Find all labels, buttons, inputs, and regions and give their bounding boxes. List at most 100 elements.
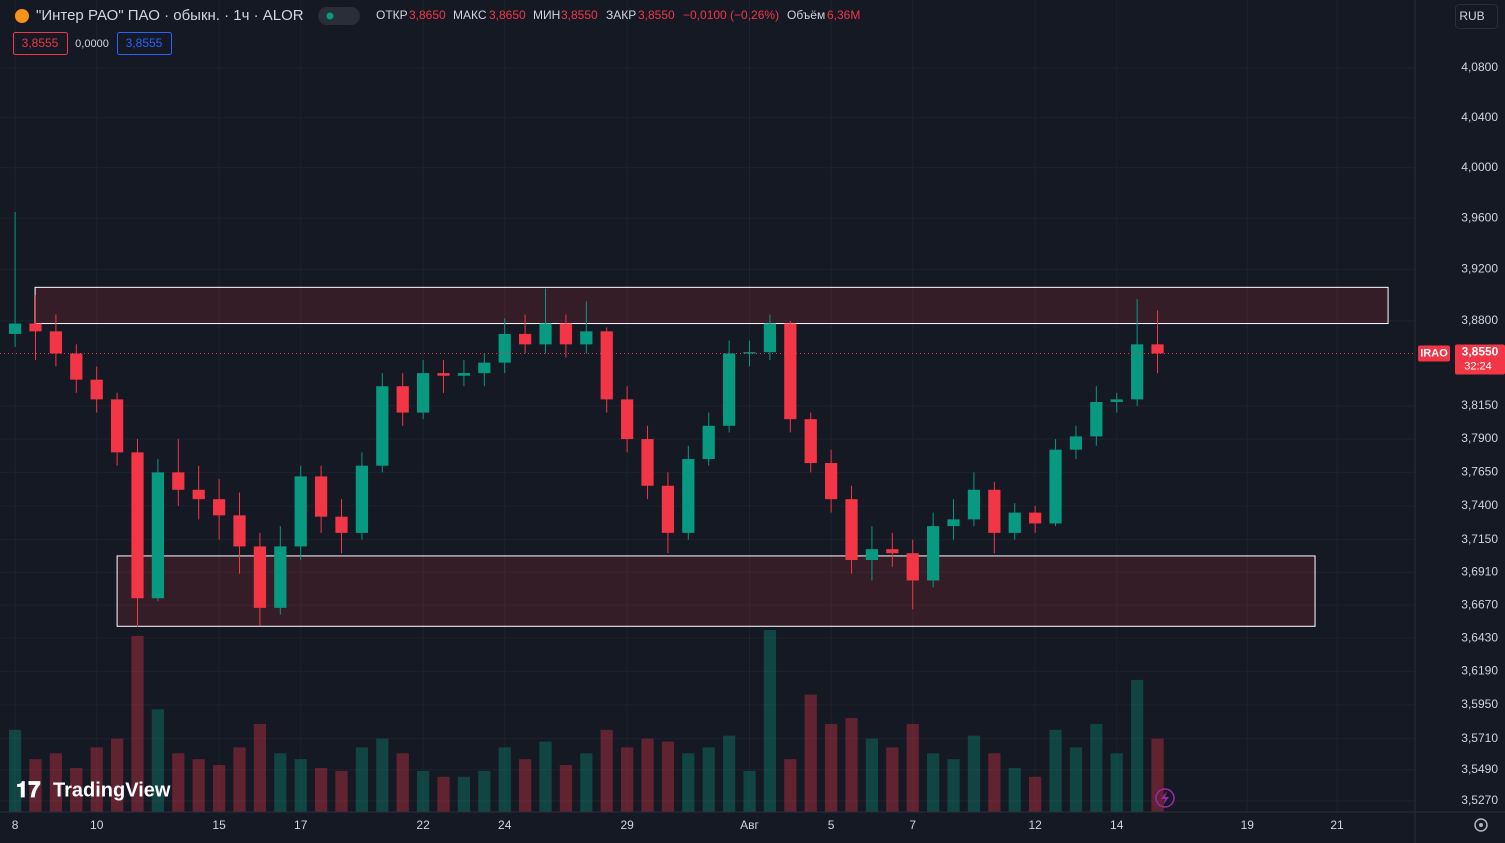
candle-body (1069, 436, 1083, 450)
candle-body (825, 463, 838, 500)
candle-body (927, 526, 940, 581)
x-tick-label: 22 (416, 818, 430, 832)
volume-bar (1029, 776, 1042, 812)
indicator-value: 0,0000 (75, 38, 109, 50)
volume-bar (988, 753, 1001, 812)
volume-bar (1131, 679, 1144, 812)
candle-body (723, 353, 736, 426)
settings-icon[interactable] (1474, 818, 1488, 832)
candle-body (8, 323, 22, 334)
volume-bar (90, 747, 103, 812)
candle-body (845, 499, 858, 561)
candle-body (437, 373, 450, 376)
y-tick-label: 3,5710 (1461, 731, 1498, 745)
low-value: 3,8550 (561, 8, 598, 22)
candle-body (416, 373, 430, 413)
candle-body (1049, 449, 1062, 524)
zones-layer (34, 286, 1389, 627)
volume-bar (947, 759, 960, 812)
candle-body (457, 373, 471, 376)
volume-bar (967, 735, 981, 812)
volume-bar (641, 738, 654, 812)
ticker-badge (1418, 345, 1450, 362)
candle-body (49, 331, 63, 354)
volume-bar (29, 759, 42, 812)
volume-bar (825, 723, 838, 812)
candle-body (804, 419, 817, 464)
volume-bar (1110, 753, 1123, 812)
volume-bar (131, 635, 144, 812)
candle-body (376, 386, 389, 466)
candle-body (355, 465, 369, 533)
volume-bar (865, 738, 879, 812)
y-tick-label: 3,6910 (1461, 564, 1498, 578)
volume-bar (886, 747, 899, 812)
volume-bar (845, 718, 858, 812)
candle-body (661, 485, 675, 533)
volume-bar (661, 741, 675, 812)
candle-body (1029, 512, 1042, 524)
candle-body (478, 362, 491, 374)
settings-gear[interactable] (1474, 818, 1488, 832)
y-tick-label: 4,0000 (1461, 160, 1498, 174)
status-toggle[interactable] (318, 7, 360, 25)
volume-bar (49, 753, 63, 812)
volume-bar (539, 741, 552, 812)
volume-value: 6,36M (827, 8, 860, 22)
candle-body (70, 353, 83, 380)
alert-circle[interactable] (1155, 788, 1175, 808)
x-tick-label: 12 (1028, 818, 1042, 832)
countdown-label: 32:24 (1464, 360, 1492, 372)
volume-bar (355, 747, 369, 812)
y-tick-label: 4,0400 (1461, 110, 1498, 124)
candle-body (967, 489, 981, 520)
settings-center (1479, 823, 1483, 827)
candle-body (906, 553, 919, 581)
price-label: 3,8550 (1462, 345, 1499, 359)
volume-bar (70, 767, 83, 812)
volume-bar (804, 694, 817, 812)
symbol-title: "Интер РАО" ПАО · обыкн. · 1ч · ALOR (36, 7, 304, 24)
volume-bar (600, 729, 613, 812)
candle-body (988, 489, 1001, 533)
currency-label: RUB (1459, 9, 1484, 23)
x-tick-label: 21 (1330, 818, 1344, 832)
indicator-value: 3,8555 (22, 36, 59, 50)
logo-text: TradingView (53, 779, 171, 801)
volume-bar (906, 723, 919, 812)
candle-body (1090, 402, 1103, 437)
y-tick-label: 3,7400 (1461, 498, 1498, 512)
x-tick-label: 24 (498, 818, 512, 832)
volume-label: Объём (787, 8, 825, 22)
candle-body (110, 399, 124, 453)
candle-body (947, 519, 960, 527)
volume-bar (498, 747, 511, 812)
y-tick-label: 3,7650 (1461, 465, 1498, 479)
legend: "Интер РАО" ПАО · обыкн. · 1ч · ALOR ОТК… (13, 4, 1498, 55)
indicator-box (13, 32, 68, 55)
candle-body (743, 352, 756, 354)
open-label: ОТКР (376, 8, 408, 22)
volume-bar (763, 630, 777, 812)
candle-body (539, 323, 552, 345)
change-value: −0,0100 (−0,26%) (683, 8, 779, 22)
candle-body (1151, 344, 1164, 354)
candle-body (702, 425, 715, 460)
currency-button[interactable] (1455, 4, 1498, 29)
candle-body (621, 399, 634, 440)
watermark: 𝟏𝟕 TradingView (16, 777, 171, 802)
volume-bar (1151, 738, 1164, 812)
volume-bar (8, 729, 22, 812)
close-value: 3,8550 (638, 8, 675, 22)
x-tick-label: 29 (620, 818, 634, 832)
alert-icon[interactable] (1155, 788, 1175, 808)
volume-bar (518, 759, 532, 812)
indicator-box (117, 32, 172, 55)
candle-body (865, 549, 879, 561)
volume-bar (335, 770, 348, 812)
candle-body (1131, 344, 1144, 400)
candle-body (396, 386, 409, 413)
y-tick-label: 3,9600 (1461, 210, 1498, 224)
